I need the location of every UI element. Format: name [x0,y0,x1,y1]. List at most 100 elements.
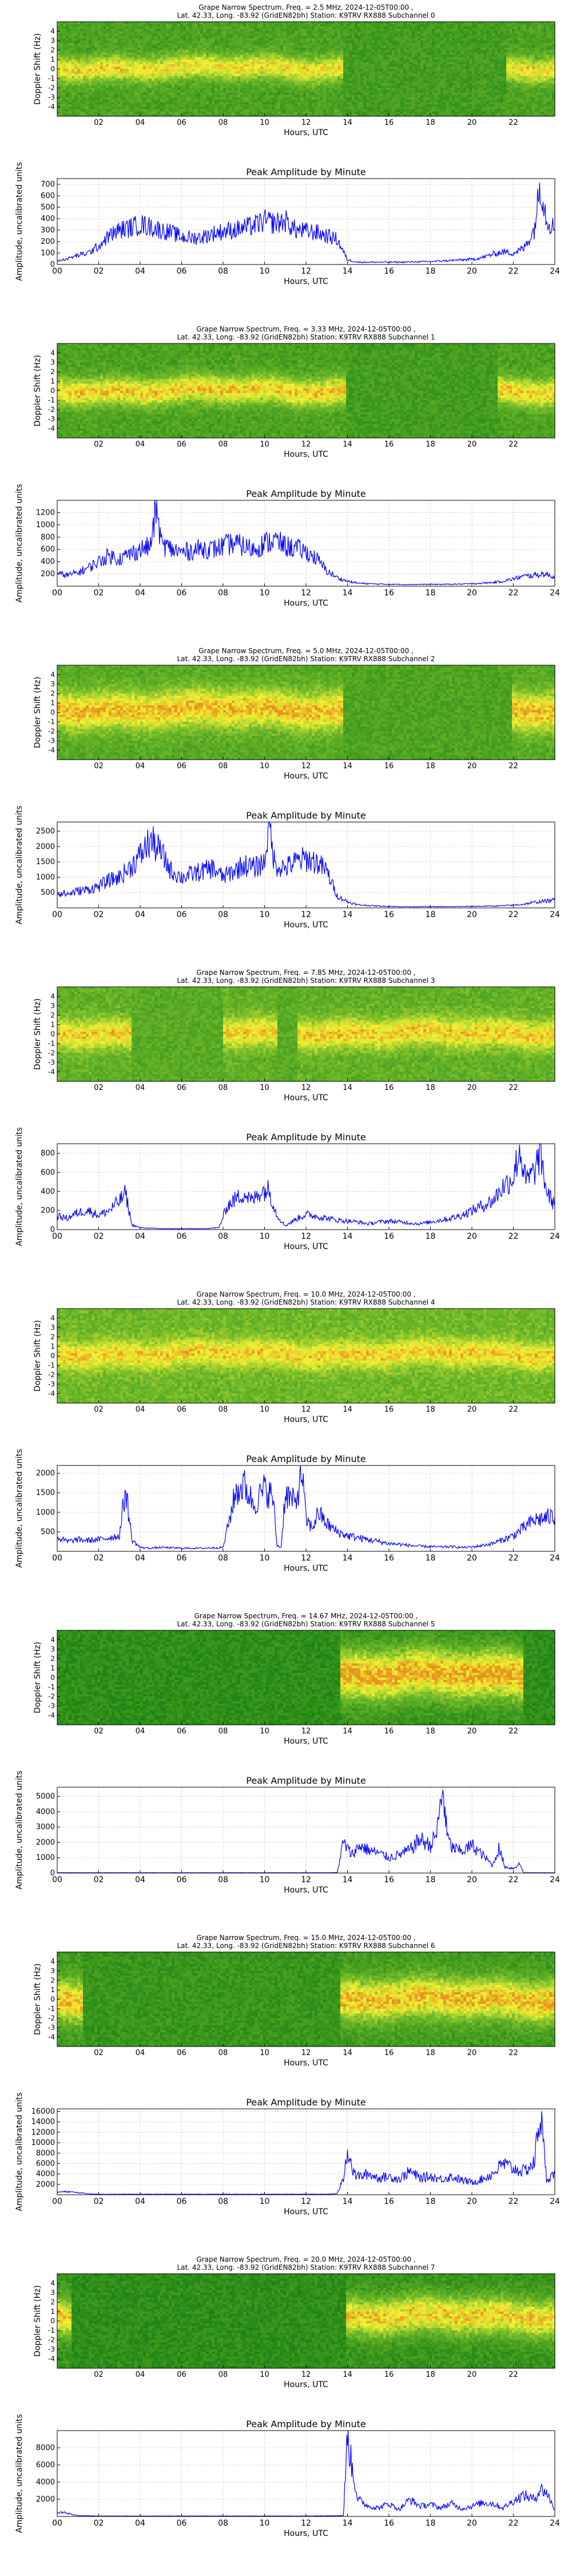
spectrogram-cell [94,64,98,67]
spectrogram-cell [63,100,66,102]
spectrogram-cell [134,100,138,102]
spectrogram-cell [212,78,215,81]
spectrogram-cell [203,43,206,46]
spectrogram-cell [214,100,218,102]
spectrogram-cell [77,31,81,34]
spectrogram-cell [83,90,86,93]
spectrogram-cell [120,97,124,100]
spectrogram-cell [103,24,106,27]
spectrogram-cell [100,72,104,74]
spectrogram-cell [203,64,206,67]
spectrogram-cell [146,109,149,112]
spectrogram-cell [154,24,158,27]
spectrogram-cell [89,31,92,34]
spectrogram-cell [83,36,86,39]
spectrogram-cell [149,83,152,86]
spectrogram-cell [129,74,132,77]
spectrogram-cell [154,100,158,102]
spectrogram-cell [109,38,112,41]
spectrogram-cell [57,93,61,96]
spectrogram-cell [57,26,61,29]
spectrogram-cell [160,29,164,31]
spectrogram-cell [66,83,69,86]
spectrogram-cell [60,43,63,46]
spectrogram-cell [174,72,178,74]
spectrogram-cell [94,26,98,29]
spectrogram-cell [94,43,98,46]
spectrogram-cell [197,100,201,102]
spectrogram-cell [212,69,215,72]
spectrogram-cell [206,104,209,107]
spectrogram-cell [146,100,149,102]
spectrogram-cell [109,104,112,107]
spectrogram-cell [69,22,72,25]
spectrogram-cell [126,109,129,112]
spectrogram-cell [186,31,189,34]
spectrogram-cell [160,81,164,84]
spectrogram-cell [63,90,66,93]
spectrogram-cell [97,74,101,77]
spectrogram-cell [66,64,69,67]
spectrogram-cell [143,45,146,48]
spectrogram-cell [220,26,224,29]
spectrogram-cell [86,50,89,53]
spectrogram-cell [126,31,129,34]
spectrogram-cell [69,90,72,93]
spectrogram-cell [80,104,84,107]
spectrogram-cell [166,36,169,39]
spectrogram-cell [194,93,198,96]
spectrogram-cell [152,41,155,44]
spectrogram-cell [206,38,209,41]
spectrogram-cell [152,24,155,27]
spectrogram-cell [206,76,209,79]
spectrogram-cell [57,24,61,27]
spectrogram-cell [212,104,215,107]
spectrogram-cell [146,112,149,114]
spectrogram-cell [63,72,66,74]
spectrogram-cell [114,24,118,27]
spectrogram-cell [112,107,115,110]
spectrogram-cell [123,26,126,29]
spectrogram-cell [209,97,212,100]
spectrogram-cell [80,41,84,44]
spectrogram-cell [103,31,106,34]
spectrogram-cell [60,88,63,91]
spectrogram-cell [186,109,189,112]
spectrogram-cell [109,57,112,60]
spectrogram-cell [154,26,158,29]
spectrogram-cell [157,34,161,37]
spectrogram-cell [97,95,101,98]
spectrogram-cell [212,22,215,25]
spectrogram-cell [180,107,184,110]
spectrogram-cell [57,72,61,74]
spectrogram-cell [183,53,186,56]
spectrogram-cell [72,38,75,41]
spectrogram-cell [120,34,124,37]
spectrogram-cell [77,102,81,105]
spectrogram-cell [112,60,115,62]
spectrogram-cell [83,26,86,29]
spectrogram-cell [83,55,86,58]
spectrogram-cell [86,69,89,72]
spectrogram-cell [169,26,172,29]
spectrogram-cell [63,22,66,25]
spectrogram-cell [220,22,224,25]
spectrogram-cell [163,55,166,58]
spectrogram-cell [180,109,184,112]
spectrogram-cell [77,60,81,62]
spectrogram-cell [157,104,161,107]
spectrogram-cell [146,62,149,65]
spectrogram-cell [214,26,218,29]
spectrogram-cell [72,78,75,81]
spectrogram-cell [86,97,89,100]
spectrogram-cell [209,50,212,53]
spectrogram-cell [94,85,98,88]
spectrogram-cell [112,109,115,112]
spectrogram-cell [214,64,218,67]
spectrogram-cell [160,38,164,41]
spectrogram-cell [212,60,215,62]
spectrogram-cell [157,60,161,62]
spectrogram-cell [86,57,89,60]
spectrogram-cell [92,78,95,81]
spectrogram-cell [129,88,132,91]
